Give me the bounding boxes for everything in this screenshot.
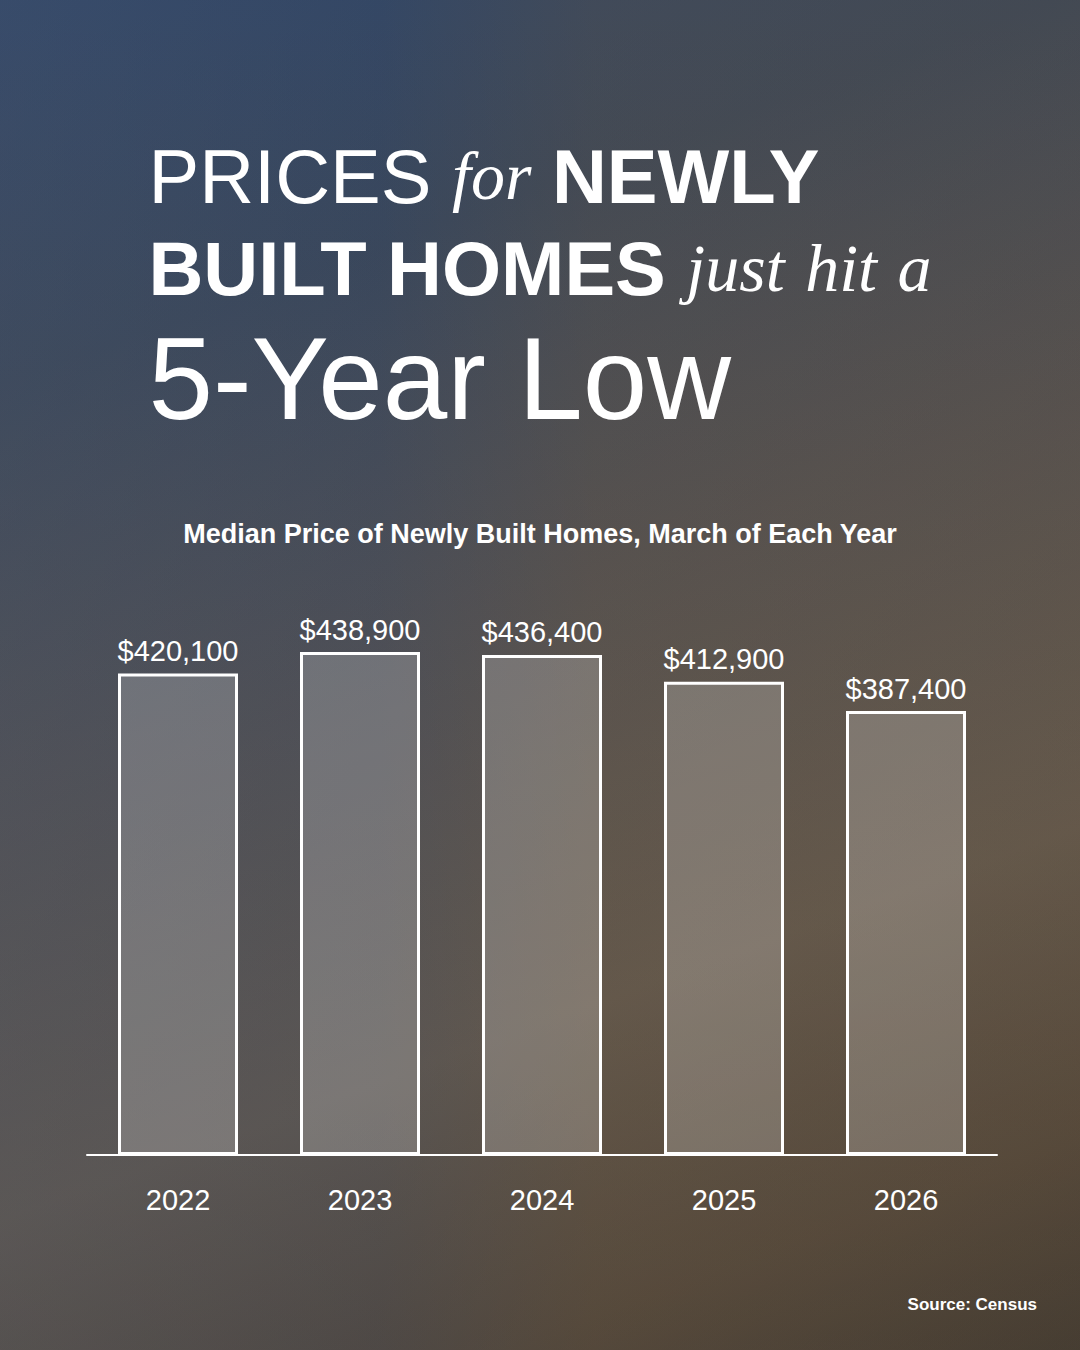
svg-text:Source: Census: Source: Census bbox=[908, 1295, 1037, 1314]
svg-text:$387,400: $387,400 bbox=[846, 673, 967, 705]
svg-text:Low: Low bbox=[518, 314, 732, 444]
svg-text:for: for bbox=[452, 138, 532, 214]
svg-text:2024: 2024 bbox=[510, 1184, 575, 1216]
svg-text:$438,900: $438,900 bbox=[300, 614, 421, 646]
svg-text:$420,100: $420,100 bbox=[118, 635, 239, 667]
svg-text:PRICES: PRICES bbox=[148, 134, 431, 219]
svg-text:HOMES: HOMES bbox=[387, 226, 666, 311]
svg-text:5-Year: 5-Year bbox=[148, 314, 486, 444]
svg-text:2022: 2022 bbox=[146, 1184, 211, 1216]
svg-text:just: just bbox=[678, 230, 786, 306]
svg-text:BUILT: BUILT bbox=[148, 226, 366, 311]
svg-text:$436,400: $436,400 bbox=[482, 616, 603, 648]
svg-text:2026: 2026 bbox=[874, 1184, 939, 1216]
svg-text:a: a bbox=[898, 230, 932, 306]
svg-text:$412,900: $412,900 bbox=[664, 643, 785, 675]
svg-text:2025: 2025 bbox=[692, 1184, 757, 1216]
svg-text:NEWLY: NEWLY bbox=[552, 134, 819, 219]
svg-text:2023: 2023 bbox=[328, 1184, 393, 1216]
svg-text:hit: hit bbox=[805, 230, 879, 306]
svg-text:Median Price of Newly Built Ho: Median Price of Newly Built Homes, March… bbox=[183, 519, 897, 549]
